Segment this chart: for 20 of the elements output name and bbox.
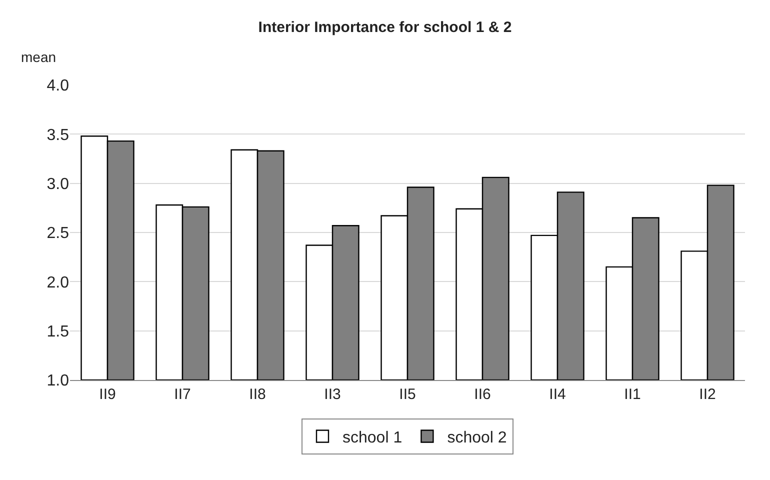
y-axis-title: mean [21, 49, 56, 65]
x-tick-label: II8 [249, 386, 266, 403]
y-tick-label: 3.5 [46, 126, 70, 144]
legend-label: school 1 [342, 429, 402, 446]
x-tick-label: II2 [699, 386, 716, 403]
x-tick-label: II7 [174, 386, 191, 403]
y-tick-label: 2.5 [46, 225, 70, 242]
y-tick-label: 2.0 [46, 274, 70, 292]
y-tick-label: 3.0 [46, 176, 70, 193]
y-tick-label: 1.5 [46, 323, 70, 340]
chart-title: Interior Importance for school 1 & 2 [258, 19, 512, 36]
y-tick-label: 4.0 [46, 78, 70, 95]
x-tick-label: II6 [474, 386, 491, 403]
y-tick-label: 1.0 [46, 372, 70, 390]
x-tick-label: II4 [549, 386, 566, 403]
x-tick-label: II5 [399, 386, 416, 403]
legend-label: school 2 [447, 429, 507, 446]
x-tick-label: II3 [324, 386, 341, 403]
x-tick-label: II1 [624, 386, 641, 403]
x-tick-label: II9 [99, 386, 116, 403]
